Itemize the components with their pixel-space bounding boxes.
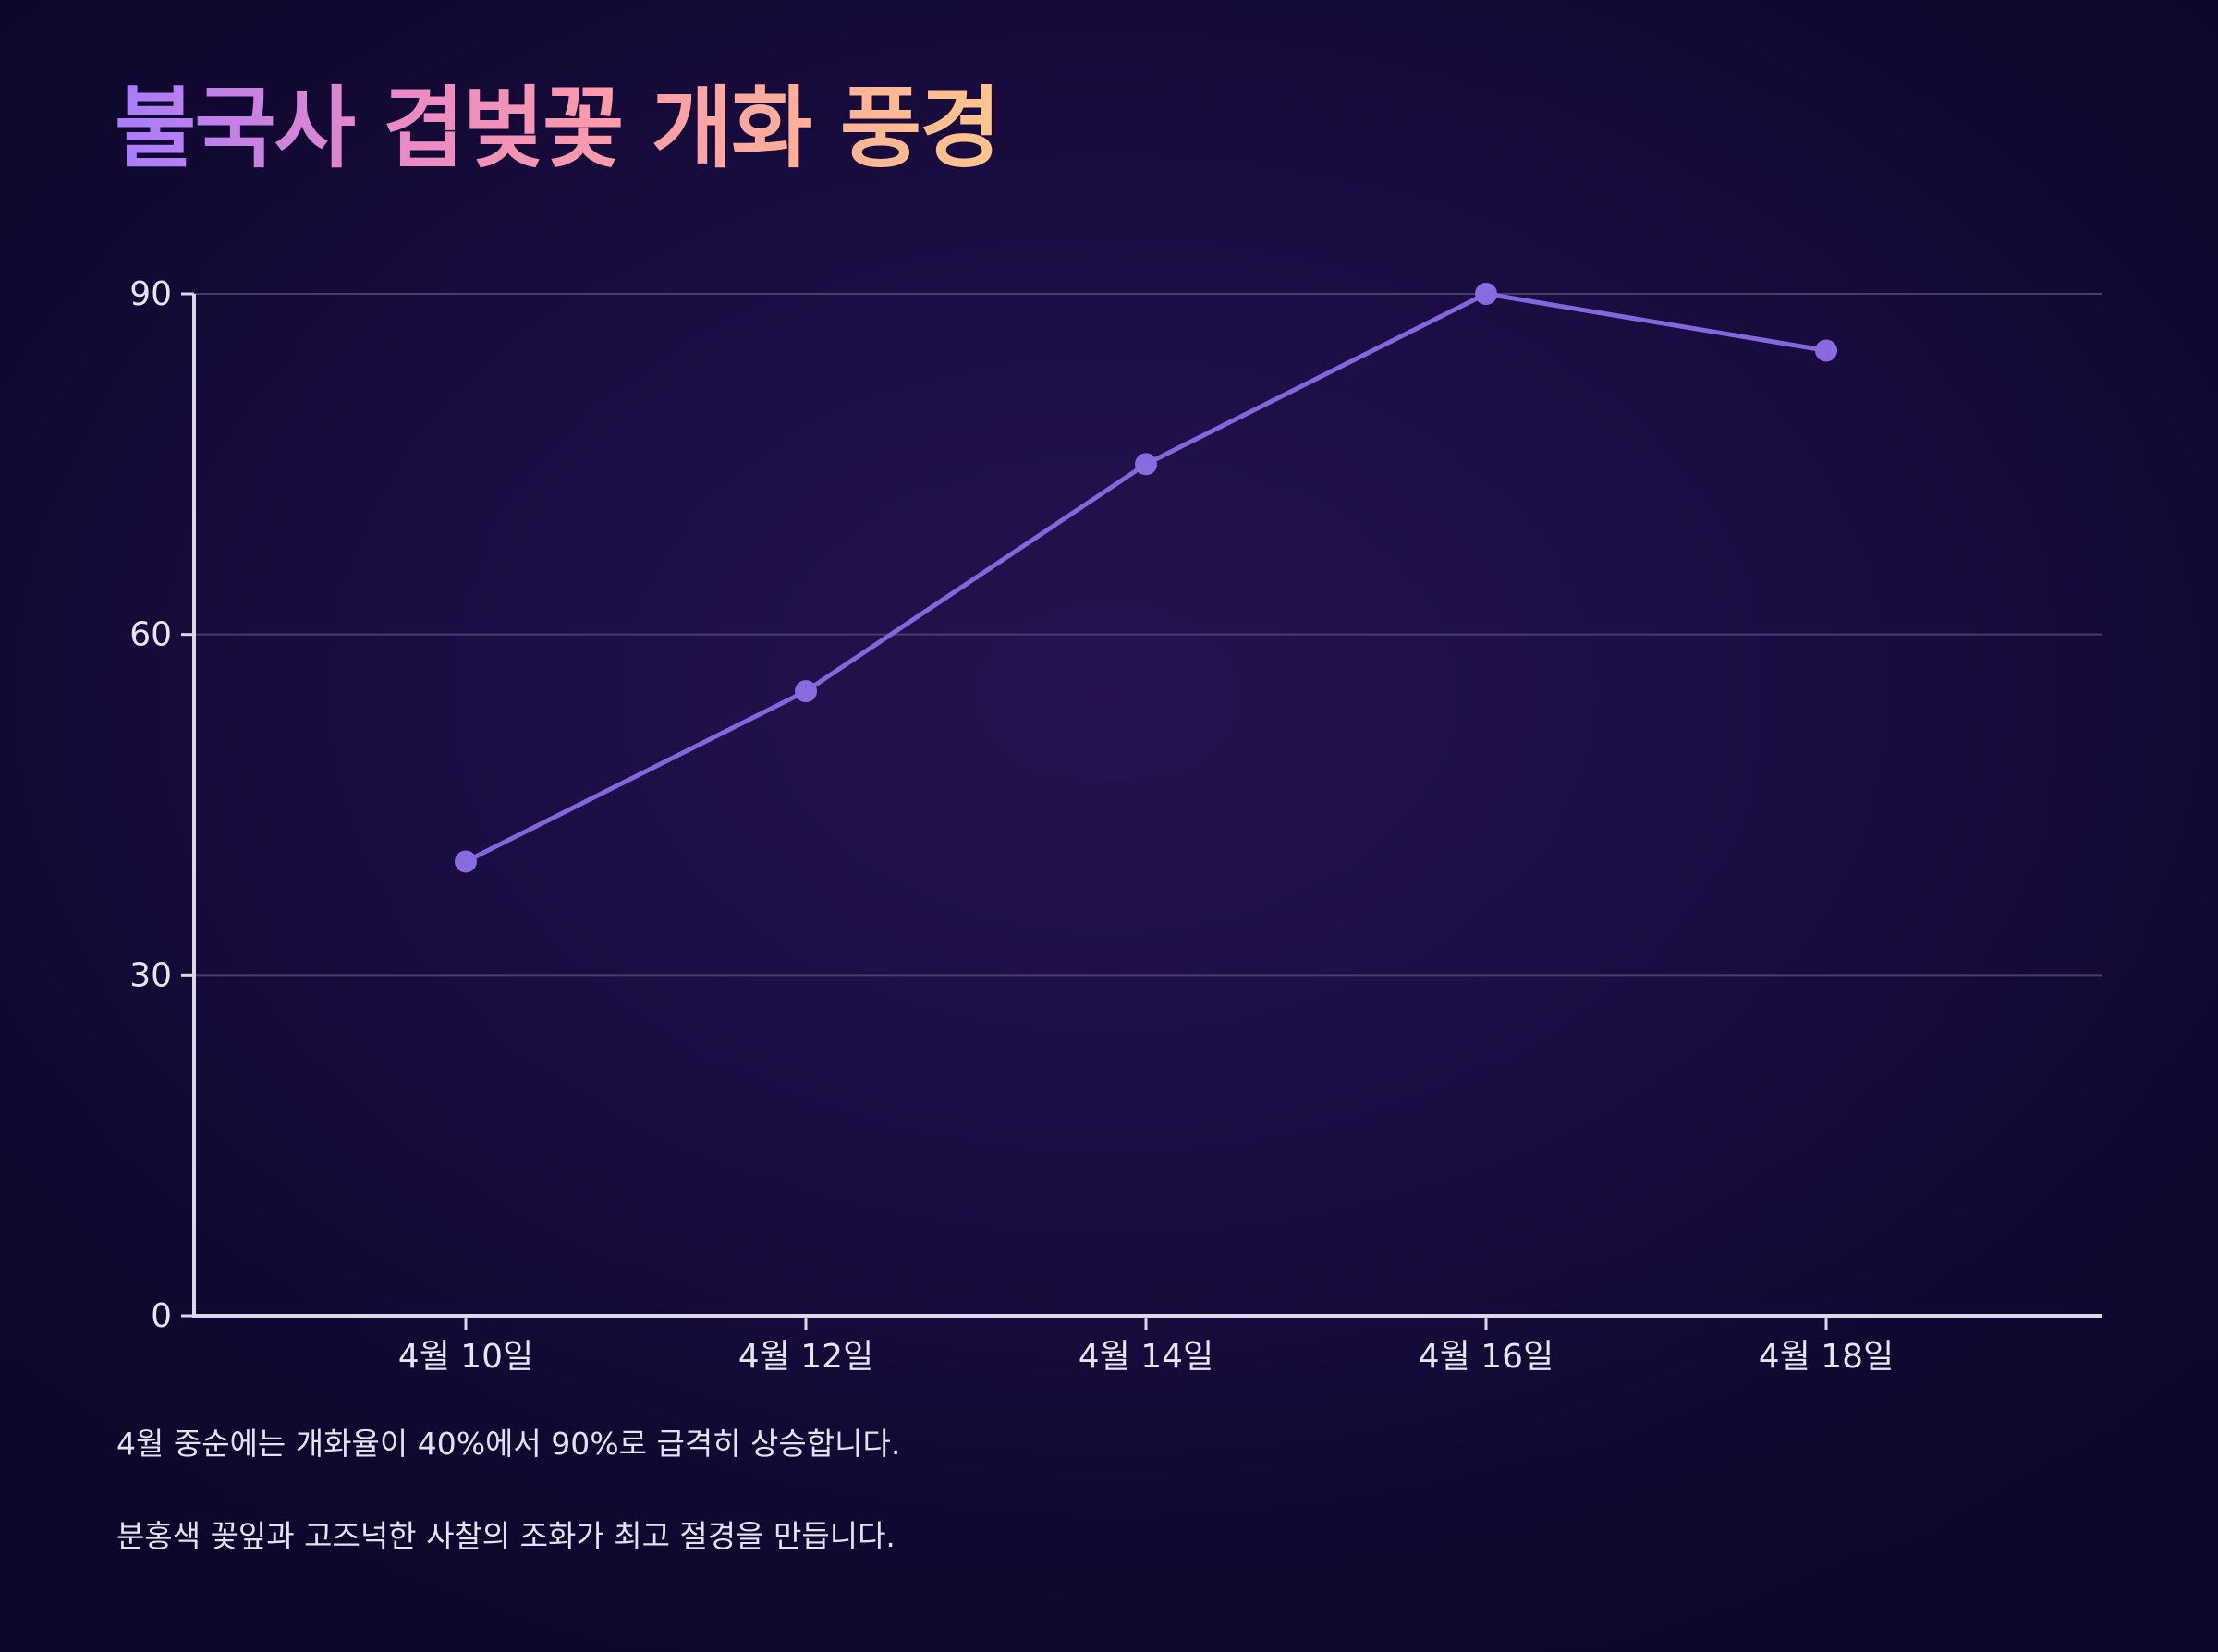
x-tick-label-1: 4월 12일: [738, 1338, 873, 1376]
grid-lines: [194, 293, 2102, 977]
data-point-4: [1815, 339, 1837, 362]
tick-labels: 0 30 60 90 4월 10일 4월 12일 4월 14일 4월 16일 4월 18일: [129, 275, 1894, 1376]
y-tick-label-90: 90: [129, 275, 172, 313]
y-tick-label-60: 60: [129, 616, 172, 654]
axes: [181, 292, 2102, 1330]
y-tick-label-0: 0: [151, 1297, 172, 1335]
series-line: [463, 291, 1829, 864]
x-tick-label-2: 4월 14일: [1079, 1338, 1213, 1376]
y-tick-label-30: 30: [129, 956, 172, 994]
chart-title: 불국사 겹벚꽃 개화 풍경: [115, 76, 1001, 182]
data-point-3: [1475, 283, 1497, 305]
x-tick-label-3: 4월 16일: [1419, 1338, 1554, 1376]
note-2: 분홍색 꽃잎과 고즈넉한 사찰의 조화가 최고 절경을 만듭니다.: [116, 1518, 896, 1554]
data-point-0: [455, 850, 477, 873]
series: [455, 283, 1837, 873]
data-point-2: [1135, 453, 1157, 476]
data-point-1: [795, 680, 817, 703]
x-tick-label-0: 4월 10일: [398, 1338, 533, 1376]
note-1: 4월 중순에는 개화율이 40%에서 90%로 급격히 상승합니다.: [116, 1426, 901, 1462]
x-tick-label-4: 4월 18일: [1759, 1338, 1894, 1376]
